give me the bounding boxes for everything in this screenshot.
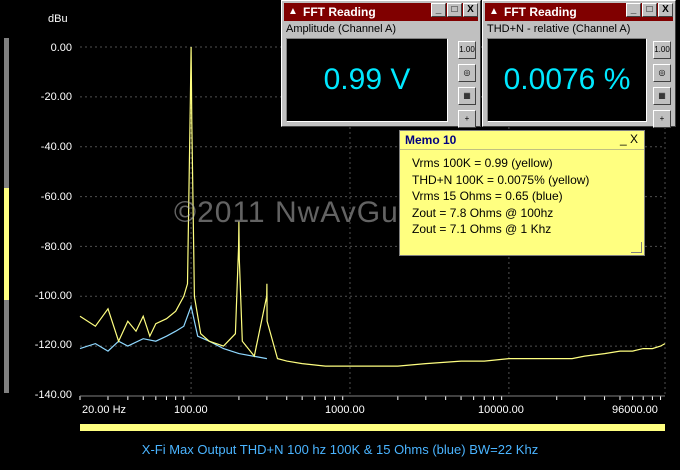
memo-text: Vrms 100K = 0.99 (yellow) THD+N 100K = 0… <box>412 155 589 238</box>
fft-window-icon: ▲ <box>288 6 298 17</box>
window-buttons: _ □ X <box>626 3 673 17</box>
memo-line: Zout = 7.8 Ohms @ 100hz <box>412 205 554 220</box>
memo-window-controls[interactable]: _ X <box>619 132 638 146</box>
side-toolbar: 1.00 ◎ ▦ + <box>458 41 476 128</box>
y-tick-label: -20.00 <box>40 91 72 103</box>
window-titlebar[interactable]: ▲ FFT Reading <box>284 3 478 21</box>
window-title: FFT Reading <box>303 5 376 19</box>
y-tick-label: -100.00 <box>34 290 72 302</box>
grid-icon[interactable]: ▦ <box>458 87 476 105</box>
y-tick-label: -120.00 <box>34 339 72 351</box>
x-tick-label: 1000.00 <box>325 404 365 416</box>
vertical-scrollbar-thumb[interactable] <box>4 188 9 300</box>
resize-grip[interactable] <box>631 242 642 253</box>
memo-line: Zout = 7.1 Ohms @ 1 Khz <box>412 222 552 236</box>
memo-line: THD+N 100K = 0.0075% (yellow) <box>412 172 590 187</box>
memo-line: Vrms 100K = 0.99 (yellow) <box>412 156 553 170</box>
maximize-button[interactable]: □ <box>642 3 657 17</box>
memo-window[interactable]: Memo 10 _ X Vrms 100K = 0.99 (yellow) TH… <box>399 130 645 256</box>
y-tick-label: -60.00 <box>40 191 72 203</box>
maximize-button[interactable]: □ <box>447 3 462 17</box>
grid-icon[interactable]: ▦ <box>653 87 671 105</box>
close-button[interactable]: X <box>463 3 478 17</box>
fft-reading-amplitude-window[interactable]: ▲ FFT Reading _ □ X Amplitude (Channel A… <box>281 0 481 128</box>
window-buttons: _ □ X <box>431 3 478 17</box>
series-line-blue <box>79 304 268 360</box>
target-icon[interactable]: ◎ <box>458 64 476 82</box>
y-tick-label: -140.00 <box>34 389 72 401</box>
plot-grid <box>79 46 666 400</box>
fft-reading-thd-window[interactable]: ▲ FFT Reading _ □ X THD+N - relative (Ch… <box>482 0 676 128</box>
add-icon[interactable]: + <box>653 110 671 128</box>
scale-button[interactable]: 1.00 <box>458 41 476 59</box>
minimize-button[interactable]: _ <box>626 3 641 17</box>
y-axis-label: dBu <box>48 13 68 25</box>
side-toolbar: 1.00 ◎ ▦ + <box>653 41 671 128</box>
target-icon[interactable]: ◎ <box>653 64 671 82</box>
series-line-yellow <box>79 46 666 367</box>
y-tick-label: -40.00 <box>40 141 72 153</box>
scale-button[interactable]: 1.00 <box>653 41 671 59</box>
fft-window-icon: ▲ <box>489 6 499 17</box>
vertical-scrollbar[interactable] <box>4 38 9 393</box>
add-icon[interactable]: + <box>458 110 476 128</box>
amplitude-readout: 0.99 V <box>286 38 448 122</box>
minimize-button[interactable]: _ <box>431 3 446 17</box>
window-title: FFT Reading <box>504 5 577 19</box>
reading-subtitle: Amplitude (Channel A) <box>286 23 397 35</box>
close-button[interactable]: X <box>658 3 673 17</box>
x-tick-label: 20.00 Hz <box>82 404 127 416</box>
y-tick-label: 0.00 <box>50 42 72 54</box>
x-tick-label: 10000.00 <box>478 404 524 416</box>
chart-title: X-Fi Max Output THD+N 100 hz 100K & 15 O… <box>141 442 539 457</box>
memo-titlebar[interactable]: Memo 10 <box>400 131 644 150</box>
memo-line: Vrms 15 Ohms = 0.65 (blue) <box>412 189 563 203</box>
y-tick-label: -80.00 <box>40 241 72 253</box>
reading-subtitle: THD+N - relative (Channel A) <box>487 23 631 35</box>
plot-series <box>79 46 666 367</box>
x-tick-label: 96000.00 <box>612 404 658 416</box>
horizontal-scrollbar[interactable] <box>80 424 665 431</box>
thd-readout: 0.0076 % <box>487 38 647 122</box>
x-tick-label: 100.00 <box>174 404 208 416</box>
